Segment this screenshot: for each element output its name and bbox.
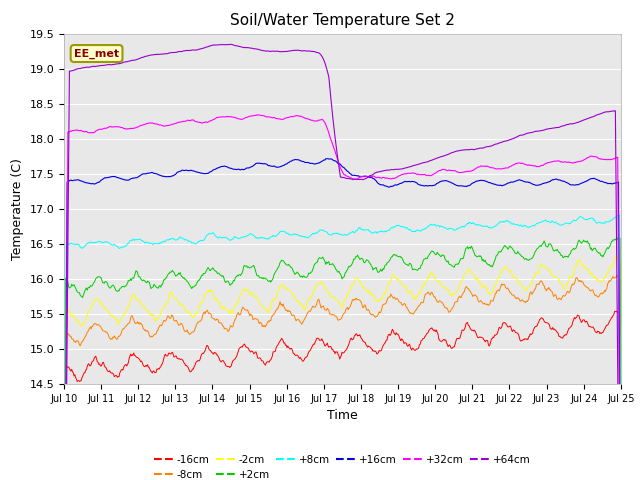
+16cm [70, 177, 78, 183]
+32cm [428, 173, 435, 179]
+16cm [428, 183, 435, 189]
Y-axis label: Temperature (C): Temperature (C) [11, 158, 24, 260]
+16cm [127, 176, 135, 181]
-8cm [127, 313, 135, 319]
-8cm [613, 273, 621, 278]
-8cm [70, 339, 78, 345]
-2cm [426, 272, 434, 277]
Line: +32cm: +32cm [64, 115, 621, 480]
+16cm [184, 168, 192, 173]
+2cm [614, 235, 622, 240]
+8cm [184, 238, 192, 243]
Line: +8cm: +8cm [64, 215, 621, 480]
+16cm [411, 179, 419, 185]
+64cm [227, 41, 235, 47]
Line: -2cm: -2cm [64, 255, 621, 480]
+32cm [127, 126, 135, 132]
+32cm [214, 115, 221, 120]
+32cm [70, 128, 78, 133]
Line: -16cm: -16cm [64, 311, 621, 480]
-8cm [410, 310, 418, 316]
+8cm [127, 237, 135, 243]
-16cm [127, 353, 135, 359]
Title: Soil/Water Temperature Set 2: Soil/Water Temperature Set 2 [230, 13, 455, 28]
+8cm [70, 241, 78, 247]
-16cm [184, 364, 192, 370]
+64cm [411, 162, 419, 168]
Line: -8cm: -8cm [64, 276, 621, 480]
+8cm [616, 212, 623, 218]
-16cm [426, 326, 434, 332]
+2cm [410, 266, 418, 272]
-16cm [612, 308, 620, 314]
-16cm [214, 352, 221, 358]
-2cm [410, 296, 418, 302]
+64cm [127, 58, 135, 63]
-2cm [612, 252, 620, 258]
+2cm [70, 282, 78, 288]
-8cm [184, 329, 192, 335]
+64cm [214, 42, 221, 48]
Line: +16cm: +16cm [64, 159, 621, 480]
-16cm [410, 347, 418, 352]
+16cm [214, 165, 221, 171]
+32cm [253, 112, 260, 118]
+32cm [184, 118, 192, 123]
+64cm [428, 157, 435, 163]
Text: EE_met: EE_met [74, 48, 119, 59]
X-axis label: Time: Time [327, 409, 358, 422]
Legend: -16cm, -8cm, -2cm, +2cm, +8cm, +16cm, +32cm, +64cm: -16cm, -8cm, -2cm, +2cm, +8cm, +16cm, +3… [150, 450, 535, 480]
-2cm [127, 296, 135, 301]
+16cm [323, 156, 330, 162]
+2cm [184, 279, 192, 285]
-8cm [426, 292, 434, 298]
+32cm [411, 171, 419, 177]
Line: +2cm: +2cm [64, 238, 621, 480]
+8cm [214, 235, 221, 240]
-2cm [70, 313, 78, 319]
+2cm [214, 271, 221, 276]
Line: +64cm: +64cm [64, 44, 621, 480]
+64cm [70, 67, 78, 73]
-16cm [70, 373, 78, 379]
+2cm [426, 251, 434, 256]
+64cm [184, 48, 192, 53]
+2cm [127, 277, 135, 283]
+8cm [426, 222, 434, 228]
-8cm [214, 317, 221, 323]
-2cm [214, 297, 221, 302]
+8cm [410, 229, 418, 235]
-2cm [184, 310, 192, 315]
